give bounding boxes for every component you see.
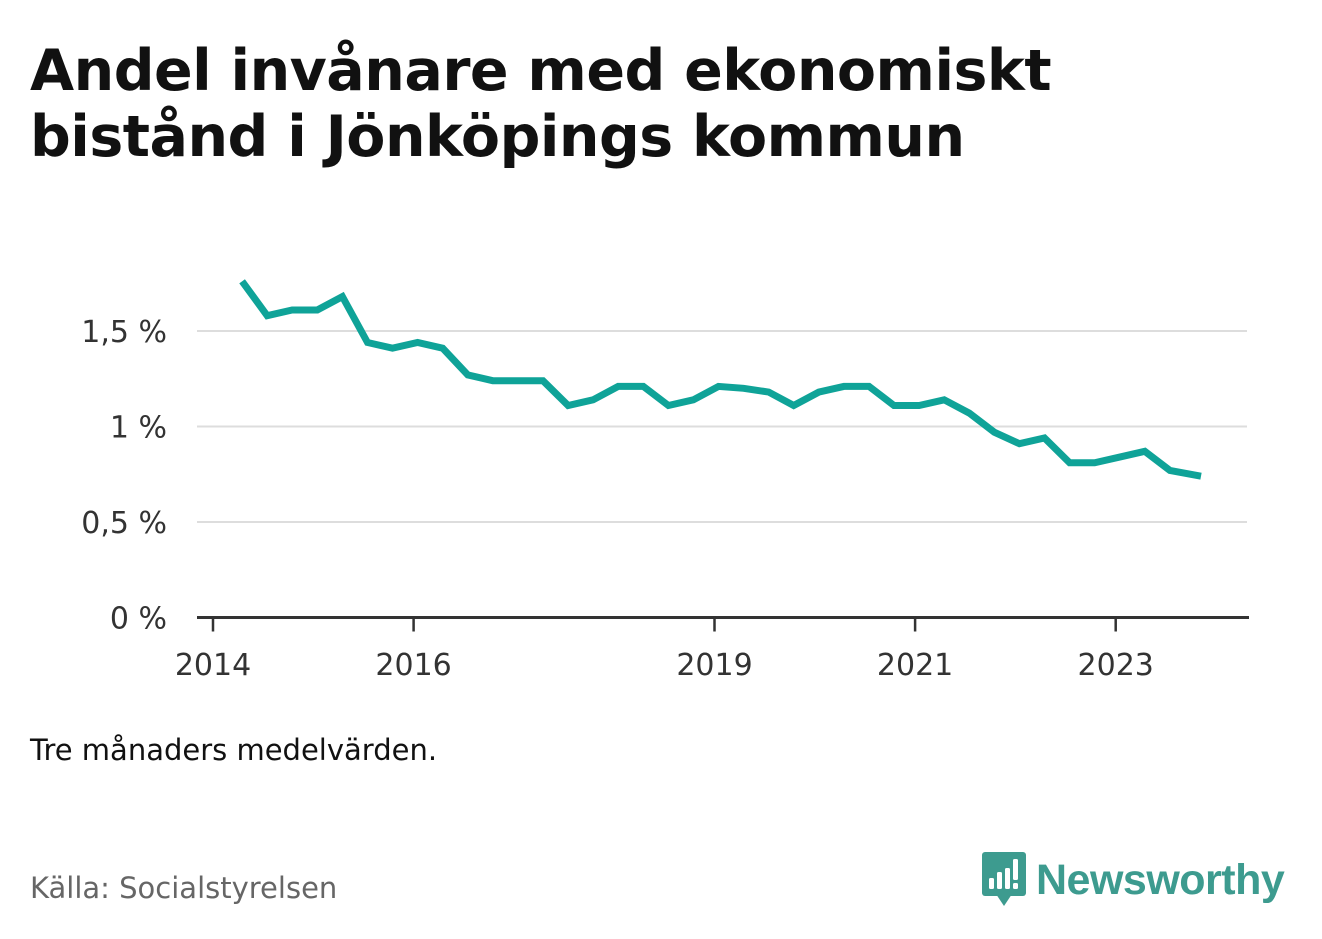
x-tick-label: 2023 <box>1078 648 1154 683</box>
x-axis-ticks: 2014 2016 2019 2021 2023 <box>175 617 1154 683</box>
data-point <box>766 389 772 395</box>
series-line <box>239 279 1202 480</box>
x-tick-label: 2014 <box>175 648 251 683</box>
y-axis-ticks: 0 % 0,5 % 1 % 1,5 % <box>81 315 167 637</box>
data-point <box>1117 454 1123 460</box>
data-point <box>791 403 797 409</box>
data-point <box>465 372 471 378</box>
data-point <box>716 383 722 389</box>
series-layer <box>239 278 1204 480</box>
data-point <box>615 383 621 389</box>
data-point <box>1016 441 1022 447</box>
data-point <box>841 383 847 389</box>
newsworthy-logo-icon <box>982 852 1026 906</box>
data-point <box>816 389 822 395</box>
data-point <box>1092 460 1098 466</box>
data-point <box>1198 473 1204 479</box>
data-point <box>941 397 947 403</box>
chart-note: Tre månaders medelvärden. <box>30 733 438 767</box>
data-point <box>490 378 496 384</box>
data-point <box>1042 435 1048 441</box>
data-point <box>289 307 295 313</box>
x-tick-label: 2016 <box>375 648 451 683</box>
x-tick-label: 2021 <box>877 648 953 683</box>
data-point <box>1142 448 1148 454</box>
data-point <box>540 378 546 384</box>
data-point <box>565 403 571 409</box>
data-point <box>665 403 671 409</box>
data-point <box>1067 460 1073 466</box>
newsworthy-logo: Newsworthy <box>980 850 1285 910</box>
y-tick-label: 0,5 % <box>81 506 167 541</box>
data-point <box>1167 467 1173 473</box>
x-tick-label: 2019 <box>676 648 752 683</box>
data-point <box>741 385 747 391</box>
gridlines <box>197 330 1247 523</box>
data-point <box>991 429 997 435</box>
data-point <box>239 278 245 284</box>
data-point <box>916 403 922 409</box>
y-tick-label: 0 % <box>110 602 167 637</box>
data-point <box>515 378 521 384</box>
data-point <box>866 383 872 389</box>
data-point <box>690 397 696 403</box>
brand-name: Newsworthy <box>1036 855 1285 904</box>
source-text: Källa: Socialstyrelsen <box>30 871 338 905</box>
data-point <box>440 345 446 351</box>
data-point <box>314 307 320 313</box>
data-point <box>415 340 421 346</box>
data-point <box>339 294 345 300</box>
data-point <box>264 313 270 319</box>
y-tick-label: 1 % <box>110 411 167 446</box>
data-point <box>365 340 371 346</box>
data-point <box>966 410 972 416</box>
chart-title: Andel invånare med ekonomiskt bistånd i … <box>30 38 1052 170</box>
data-point <box>390 345 396 351</box>
data-point <box>891 403 897 409</box>
data-point <box>590 397 596 403</box>
y-tick-label: 1,5 % <box>81 315 167 350</box>
data-point <box>640 383 646 389</box>
